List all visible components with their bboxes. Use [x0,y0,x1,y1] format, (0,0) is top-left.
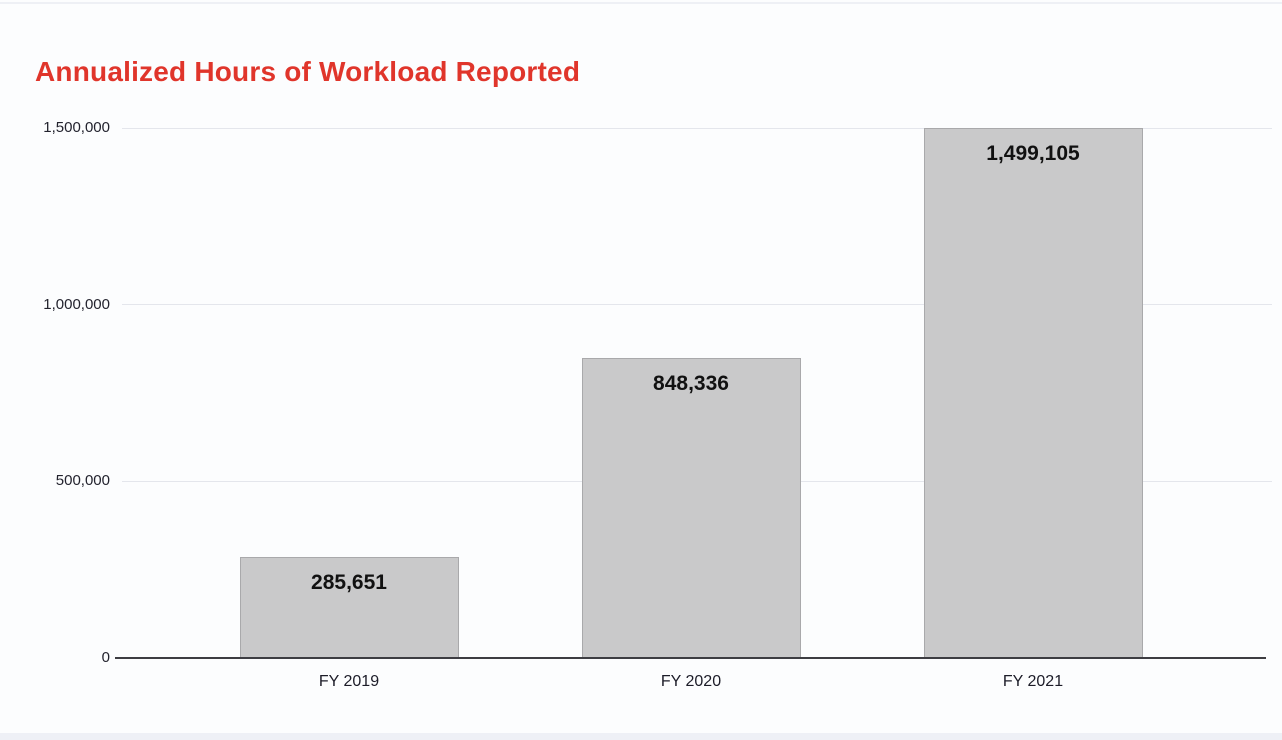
x-axis-line [115,657,1266,659]
y-tick-label: 1,000,000 [43,295,110,313]
x-tick-label: FY 2019 [318,673,380,690]
x-tick-label: FY 2021 [1002,673,1064,690]
bar-value-label: 1,499,105 [986,142,1080,165]
bar-value-label: 848,336 [653,372,729,395]
bar-fy-2019: 285,651 [239,557,459,658]
bar-value-label: 285,651 [311,571,387,594]
bottom-edge-strip [0,733,1282,740]
y-tick-label: 0 [101,649,110,666]
gridline [122,127,1272,129]
x-tick-label: FY 2020 [660,673,722,690]
gridline [122,304,1272,306]
top-edge-line [0,2,1282,4]
y-tick-label: 1,500,000 [43,119,110,136]
bar-fy-2021: 1,499,105 [923,128,1143,658]
bar-fy-2020: 848,336 [581,358,801,658]
chart-title: Annualized Hours of Workload Reported [35,56,581,87]
y-tick-label: 500,000 [55,472,110,490]
